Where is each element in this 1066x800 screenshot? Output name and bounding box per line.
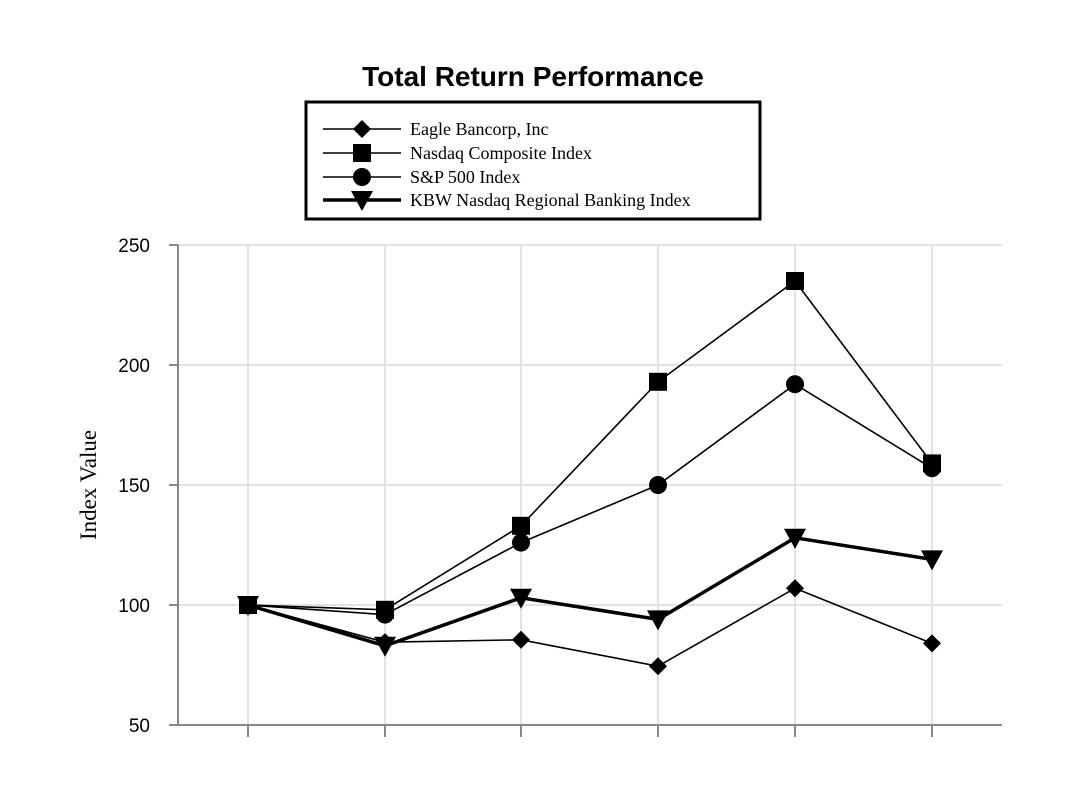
data-point [923, 634, 941, 653]
data-point [784, 528, 806, 549]
data-point [512, 533, 530, 552]
legend-marker [353, 168, 371, 186]
legend: Eagle Bancorp, Inc Nasdaq Composite Index… [304, 100, 762, 221]
series-line [247, 279, 933, 611]
legend-entry: Eagle Bancorp, Inc [323, 119, 548, 139]
series-0 [239, 579, 941, 676]
data-point [374, 636, 396, 657]
legend-marker [351, 191, 373, 211]
data-point [921, 550, 943, 571]
legend-label: Eagle Bancorp, Inc [410, 119, 548, 139]
y-axis-ticks: 50 100 150 200 250 [118, 236, 178, 737]
data-point [649, 657, 667, 676]
y-tick-label: 250 [118, 236, 150, 257]
y-tick-label: 50 [129, 716, 150, 737]
legend-marker [353, 144, 371, 162]
data-point [786, 375, 804, 394]
legend-label: KBW Nasdaq Regional Banking Index [410, 190, 691, 210]
series-1 [239, 272, 941, 619]
data-point [923, 459, 941, 478]
data-point [237, 596, 259, 616]
data-point [512, 630, 530, 649]
series-line [247, 535, 933, 648]
legend-label: Nasdaq Composite Index [410, 143, 592, 163]
series-line [247, 587, 933, 668]
data-point [510, 588, 532, 609]
data-point [649, 476, 667, 494]
legend-entry: S&P 500 Index [323, 167, 520, 187]
y-axis-label: Index Value [76, 430, 101, 540]
data-point [647, 610, 669, 631]
legend-entry: Nasdaq Composite Index [323, 143, 592, 163]
data-point [512, 516, 530, 535]
axes [177, 245, 1002, 737]
chart-title: Total Return Performance [362, 61, 704, 92]
data-point [786, 272, 804, 290]
y-tick-label: 200 [118, 356, 150, 377]
data-point [376, 605, 394, 624]
legend-marker [353, 120, 371, 138]
y-tick-label: 100 [118, 596, 150, 617]
y-tick-label: 150 [118, 476, 150, 497]
data-point [786, 579, 804, 598]
legend-entry: KBW Nasdaq Regional Banking Index [323, 190, 691, 211]
series-3 [237, 528, 943, 657]
series-group [237, 272, 943, 676]
data-point [649, 372, 667, 391]
series-line [247, 383, 933, 616]
legend-label: S&P 500 Index [410, 167, 520, 187]
series-2 [239, 375, 941, 624]
